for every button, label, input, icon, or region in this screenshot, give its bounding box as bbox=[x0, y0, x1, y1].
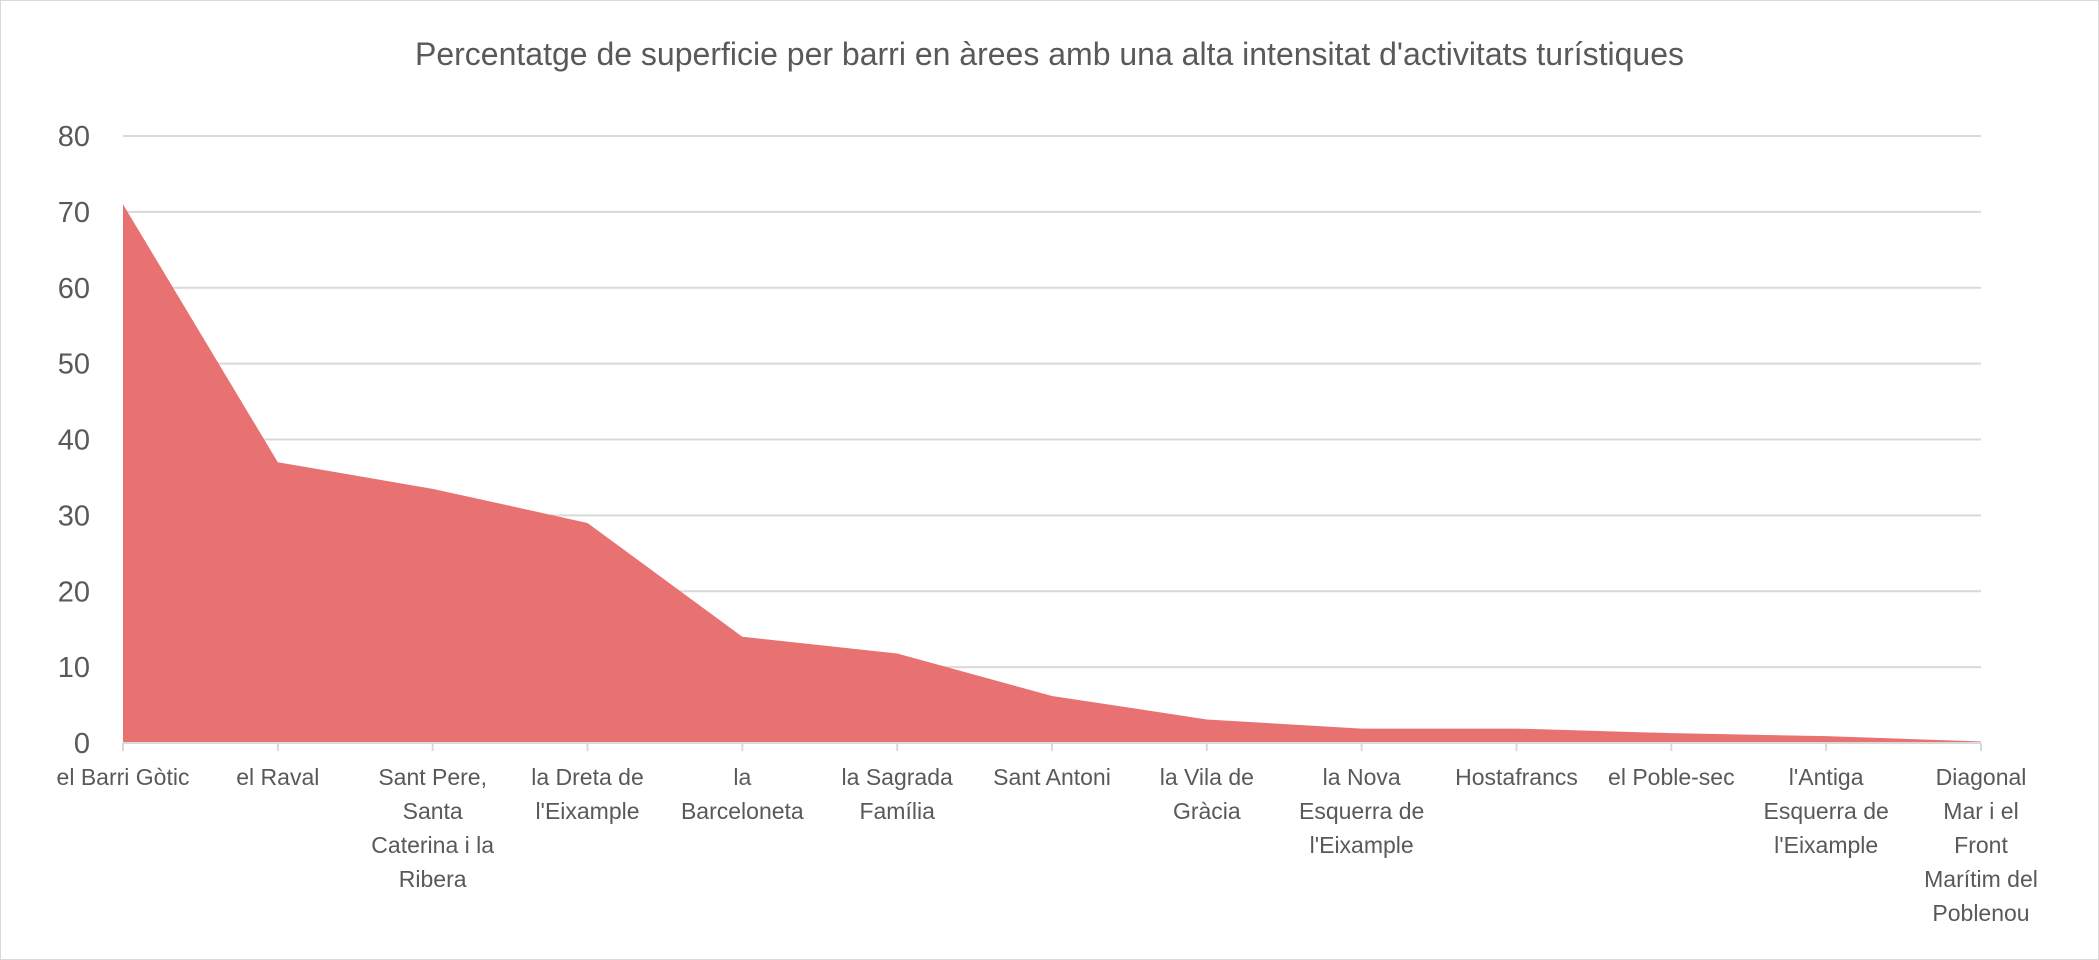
x-category-label: Sant Antoni bbox=[993, 764, 1111, 790]
x-axis-category-labels: el Barri Gòtic el Raval Sant Pere, Santa Cat… bbox=[57, 764, 2038, 926]
y-tick-label: 70 bbox=[58, 197, 90, 229]
x-category-label: l'Antiga Esquerra de l'Eixample bbox=[1764, 764, 1889, 858]
x-category-label: el Raval bbox=[236, 764, 319, 790]
x-category-label: la Dreta de l'Eixample bbox=[531, 764, 644, 824]
x-category-label: Sant Pere, Santa Caterina i la Ribera bbox=[371, 764, 494, 892]
area-fill bbox=[123, 204, 1981, 744]
x-axis bbox=[122, 742, 1982, 751]
y-tick-label: 30 bbox=[58, 500, 90, 532]
y-tick-label: 60 bbox=[58, 273, 90, 305]
y-tick-label: 80 bbox=[58, 121, 90, 153]
y-tick-label: 20 bbox=[58, 576, 90, 608]
chart-title: Percentatge de superficie per barri en à… bbox=[414, 36, 1685, 72]
y-tick-label: 10 bbox=[58, 652, 90, 684]
x-category-label: el Barri Gòtic bbox=[57, 764, 190, 790]
x-category-label: Diagonal Mar i el Front Marítim del Poblenou bbox=[1924, 764, 2038, 926]
y-tick-label: 0 bbox=[74, 728, 90, 760]
x-category-label: Hostafrancs bbox=[1455, 764, 1578, 790]
x-category-label: la Vila de Gràcia bbox=[1160, 764, 1254, 824]
x-category-label: la Nova Esquerra de l'Eixample bbox=[1299, 764, 1424, 858]
area-series bbox=[123, 204, 1981, 744]
x-category-label: la Barceloneta bbox=[681, 764, 804, 824]
y-axis-tick-labels: 0 10 20 30 40 50 60 70 80 bbox=[58, 121, 90, 760]
y-tick-label: 40 bbox=[58, 425, 90, 457]
x-category-label: la Sagrada Família bbox=[842, 764, 953, 824]
y-tick-label: 50 bbox=[58, 349, 90, 381]
x-category-label: el Poble-sec bbox=[1608, 764, 1735, 790]
